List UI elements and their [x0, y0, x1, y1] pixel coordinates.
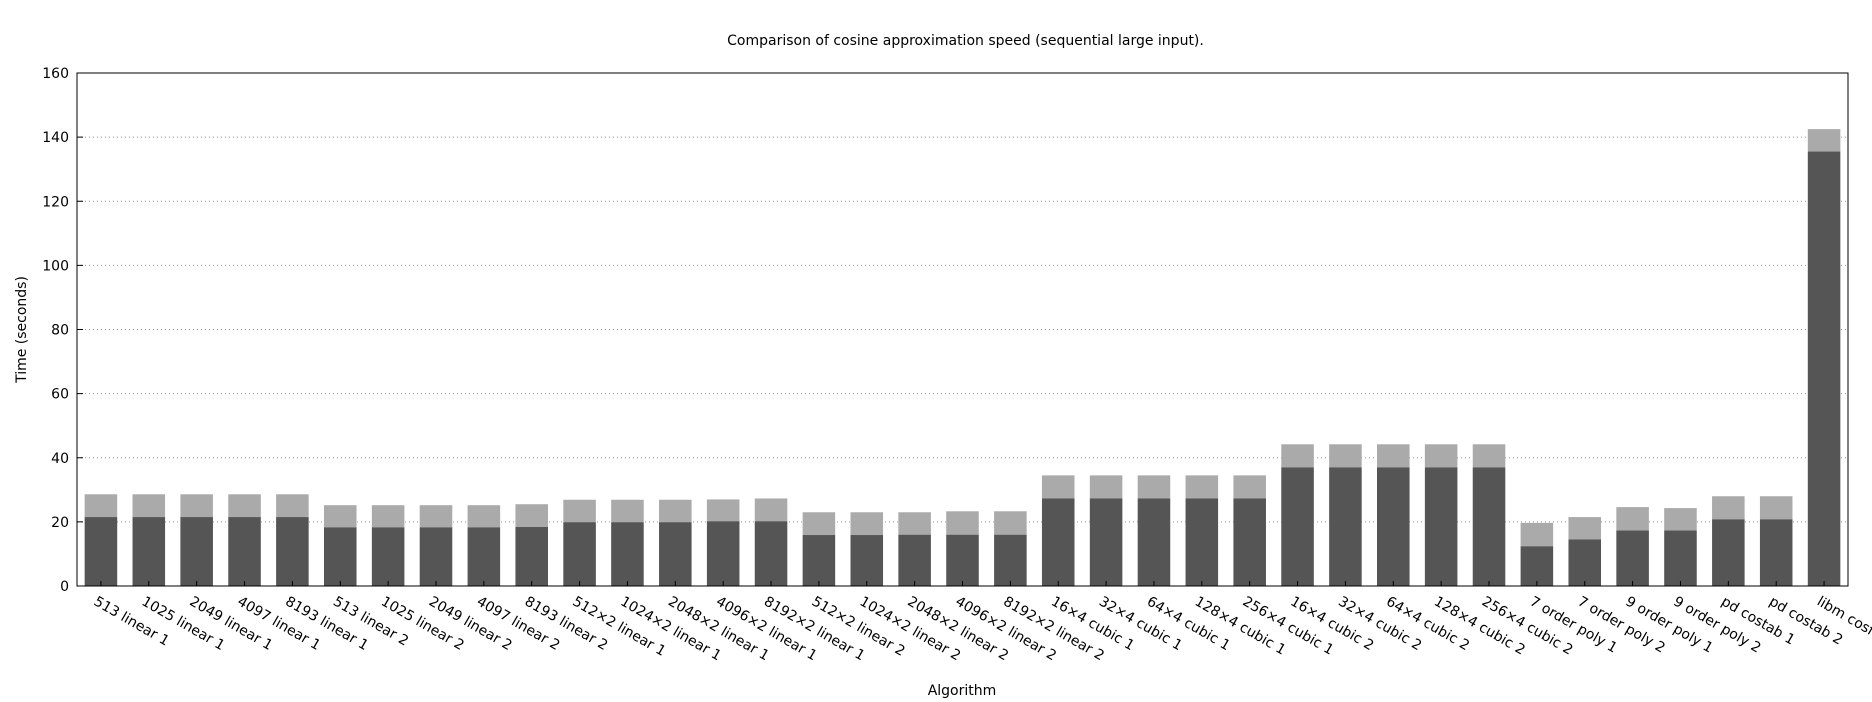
bar-upper-segment: [419, 505, 453, 528]
bar-upper-segment: [802, 512, 836, 536]
y-tick-label: 80: [51, 323, 69, 339]
y-axis-ticks: 0 20 40 60 80 100 120 140 160: [42, 66, 83, 595]
bar-lower-segment: [898, 534, 931, 586]
bar-upper-segment: [1377, 444, 1410, 468]
bar-upper-segment: [1281, 444, 1314, 468]
bar-upper-segment: [994, 511, 1027, 535]
gridlines: [77, 136, 1848, 523]
bar-lower-segment: [467, 527, 501, 586]
y-tick-label: 160: [42, 66, 69, 82]
bar-lower-segment: [611, 522, 644, 586]
bar-lower-segment: [1664, 530, 1697, 586]
bar-lower-segment: [1281, 467, 1314, 586]
bar-upper-segment: [180, 494, 213, 518]
bar-upper-segment: [706, 499, 740, 522]
bar-lower-segment: [1233, 498, 1266, 586]
bar-lower-segment: [419, 527, 453, 586]
bar-upper-segment: [371, 505, 405, 528]
bar-lower-segment: [1616, 530, 1649, 586]
bar-upper-segment: [1329, 444, 1362, 468]
bar-lower-segment: [946, 534, 979, 586]
y-tick-label: 40: [51, 451, 69, 467]
bar-upper-segment: [754, 498, 788, 522]
bar-lower-segment: [1377, 467, 1410, 586]
bar-lower-segment: [1329, 467, 1362, 586]
y-tick-label: 60: [51, 387, 69, 403]
bar-lower-segment: [1137, 498, 1171, 586]
bar-upper-segment: [611, 499, 644, 523]
bar-lower-segment: [994, 534, 1027, 586]
bar-upper-segment: [946, 511, 979, 535]
bar-upper-segment: [1616, 507, 1649, 531]
bar-upper-segment: [323, 505, 357, 528]
bar-lower-segment: [563, 522, 596, 586]
bar-lower-segment: [1041, 498, 1075, 586]
bar-lower-segment: [1807, 151, 1841, 586]
bar-upper-segment: [276, 494, 309, 518]
bar-upper-segment: [467, 505, 501, 528]
bar-upper-segment: [1233, 475, 1266, 499]
bar-lower-segment: [802, 535, 836, 586]
bar-upper-segment: [1424, 444, 1458, 468]
bar-upper-segment: [1041, 475, 1075, 499]
bar-upper-segment: [1759, 496, 1793, 520]
bar-lower-segment: [276, 517, 309, 586]
bar-upper-segment: [1185, 475, 1219, 499]
bar-lower-segment: [323, 527, 357, 586]
bar-lower-segment: [132, 517, 166, 586]
bar-lower-segment: [1520, 546, 1554, 586]
bar-lower-segment: [1424, 467, 1458, 586]
bar-upper-segment: [1568, 517, 1602, 540]
bar-upper-segment: [659, 499, 692, 523]
bar-lower-segment: [180, 517, 213, 586]
y-tick-label: 120: [42, 194, 69, 210]
bar-lower-segment: [228, 517, 261, 586]
bar-upper-segment: [1712, 496, 1745, 520]
bar-upper-segment: [1472, 444, 1506, 468]
bar-upper-segment: [898, 512, 931, 535]
bar-upper-segment: [1137, 475, 1171, 499]
bar-lower-segment: [371, 527, 405, 586]
bar-upper-segment: [1089, 475, 1123, 499]
bar-lower-segment: [754, 521, 788, 586]
bar-lower-segment: [1185, 498, 1219, 586]
y-tick-label: 0: [60, 579, 69, 595]
y-tick-label: 140: [42, 130, 69, 146]
bar-lower-segment: [1712, 519, 1745, 586]
bar-lower-segment: [515, 527, 548, 586]
chart-title: Comparison of cosine approximation speed…: [727, 33, 1204, 49]
bar-upper-segment: [132, 494, 166, 518]
bar-upper-segment: [563, 499, 596, 523]
bar-upper-segment: [515, 504, 548, 528]
bar-lower-segment: [706, 521, 740, 586]
bar-lower-segment: [659, 522, 692, 586]
y-axis-label: Time (seconds): [14, 276, 30, 384]
bar-lower-segment: [1089, 498, 1123, 586]
bar-lower-segment: [1472, 467, 1506, 586]
bar-upper-segment: [228, 494, 261, 518]
x-axis-label: Algorithm: [928, 683, 997, 699]
y-tick-label: 100: [42, 258, 69, 274]
bar-upper-segment: [850, 512, 884, 536]
bar-lower-segment: [850, 535, 884, 586]
bar-lower-segment: [1759, 519, 1793, 586]
bar-upper-segment: [1520, 522, 1554, 547]
y-tick-label: 20: [51, 515, 69, 531]
bars: [84, 129, 1841, 586]
bar-upper-segment: [1664, 508, 1697, 531]
bar-lower-segment: [1568, 539, 1602, 586]
bar-lower-segment: [84, 517, 118, 586]
bar-upper-segment: [1807, 129, 1841, 152]
bar-upper-segment: [84, 494, 118, 518]
